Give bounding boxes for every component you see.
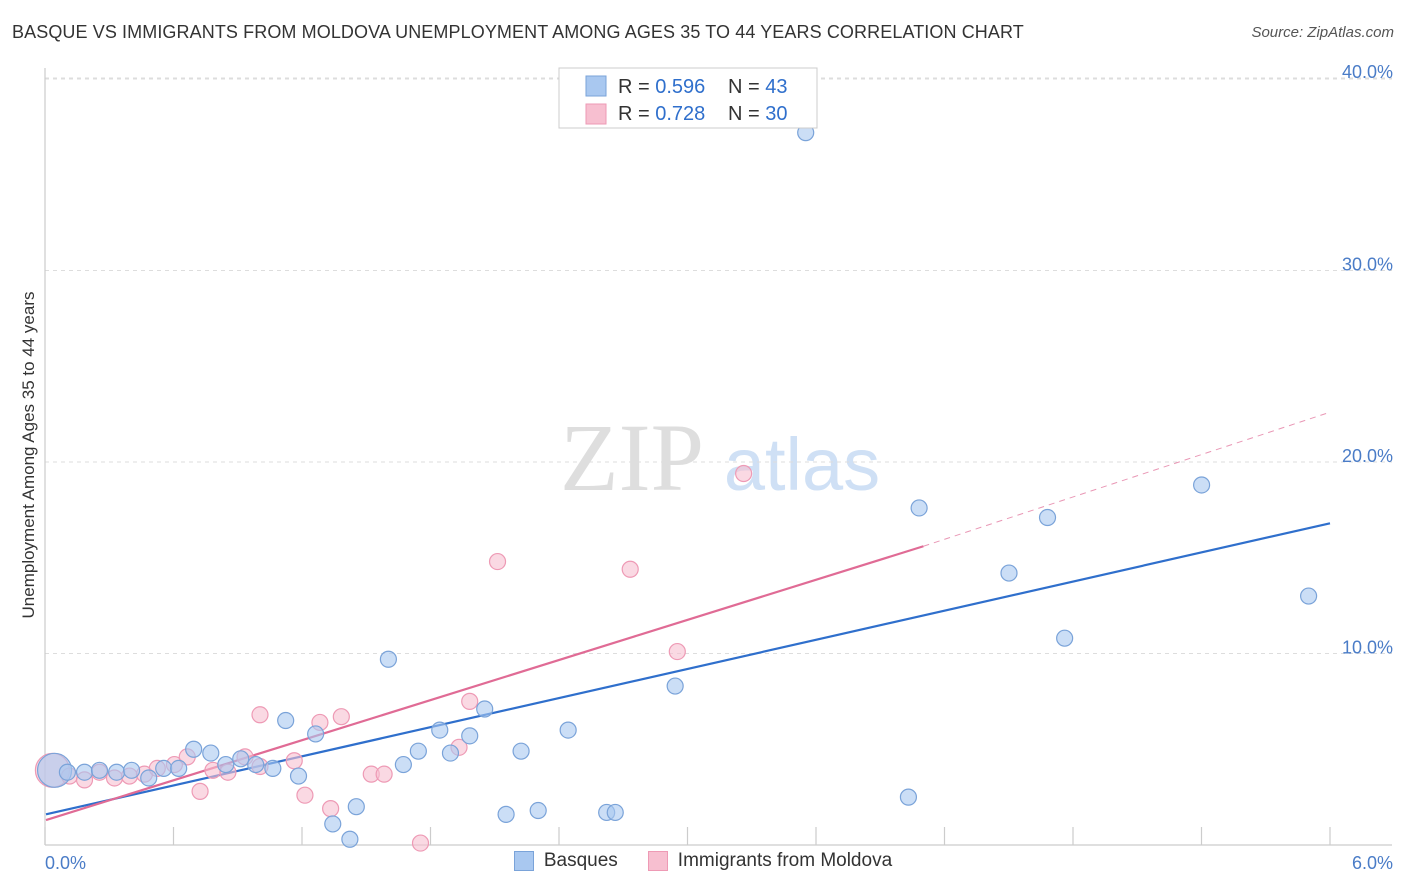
- basque-point: [441, 744, 460, 762]
- y-tick-label: 40.0%: [1342, 62, 1393, 82]
- n-value: 43: [765, 76, 787, 98]
- basque-point: [394, 755, 412, 774]
- legend-swatch-moldova: [647, 851, 668, 871]
- series-legend: Basques Immigrants from Moldova: [0, 850, 1406, 872]
- moldova-point: [251, 706, 269, 724]
- legend-item-moldova[interactable]: Immigrants from Moldova: [647, 850, 893, 872]
- moldova-point: [285, 752, 303, 770]
- moldova-point: [461, 692, 479, 710]
- r-label: R =: [618, 76, 655, 98]
- basque-point: [559, 721, 577, 739]
- basque-point: [409, 742, 427, 760]
- y-tick-label: 20.0%: [1342, 446, 1393, 466]
- basque-point: [185, 740, 203, 758]
- moldova-point: [322, 800, 340, 818]
- moldova-trend-extension: [923, 411, 1331, 547]
- stats-legend: R = 0.596 N = 43 R = 0.728 N = 30: [558, 67, 818, 129]
- basque-point: [899, 788, 918, 806]
- legend-label-moldova: Immigrants from Moldova: [677, 850, 893, 871]
- basque-point: [910, 499, 928, 517]
- basque-point: [606, 803, 624, 822]
- basque-point: [217, 755, 235, 774]
- basque-point: [232, 750, 250, 768]
- moldova-point: [332, 708, 350, 726]
- basque-point: [202, 744, 220, 762]
- chart-title: BASQUE VS IMMIGRANTS FROM MOLDOVA UNEMPL…: [12, 22, 1024, 42]
- stats-legend-row-basques: R = 0.596 N = 43: [618, 76, 788, 98]
- basque-point: [497, 805, 515, 823]
- legend-item-basques[interactable]: Basques: [513, 850, 618, 872]
- basque-point: [1000, 564, 1018, 582]
- basque-point: [1299, 587, 1318, 605]
- legend-label-basques: Basques: [543, 850, 618, 871]
- stats-legend-swatch-basques: [585, 75, 607, 97]
- y-tick-label: 30.0%: [1342, 255, 1393, 275]
- basque-point: [155, 759, 173, 778]
- n-label: N =: [728, 76, 765, 98]
- r-value: 0.596: [655, 76, 705, 98]
- moldova-point: [296, 786, 314, 804]
- basque-point: [247, 755, 265, 774]
- moldova-trend-line: [45, 545, 924, 822]
- stats-legend-swatch-moldova: [585, 103, 607, 125]
- basque-point: [140, 769, 158, 787]
- basque-point: [324, 815, 342, 833]
- r-label: R =: [618, 103, 655, 125]
- basque-point: [277, 711, 295, 730]
- point-layer: [34, 124, 1318, 852]
- y-axis-label: Unemployment Among Ages 35 to 44 years: [19, 292, 38, 619]
- basque-point: [461, 727, 479, 745]
- source-credit: Source: ZipAtlas.com: [1251, 24, 1394, 41]
- moldova-point: [191, 782, 209, 800]
- basque-point: [476, 700, 494, 718]
- legend-swatch-basques: [513, 851, 534, 871]
- basque-point: [1192, 476, 1211, 494]
- n-value: 30: [765, 103, 787, 125]
- moldova-point: [488, 552, 507, 571]
- moldova-point: [668, 642, 686, 661]
- basque-point: [529, 801, 547, 820]
- stats-legend-row-moldova: R = 0.728 N = 30: [618, 103, 788, 125]
- x-tick-label-min: 0.0%: [45, 853, 86, 873]
- label-layer: 10.0% 20.0% 30.0% 40.0% 0.0% 6.0% Unemployment…: [19, 62, 1393, 873]
- basque-point: [512, 742, 530, 760]
- moldova-point: [735, 464, 753, 483]
- moldova-point: [411, 834, 430, 852]
- axis-layer: [44, 68, 1392, 846]
- basque-point: [431, 721, 449, 739]
- y-tick-label: 10.0%: [1342, 638, 1393, 658]
- basque-point: [341, 830, 359, 848]
- basque-point: [170, 759, 188, 778]
- basque-point: [108, 763, 126, 781]
- x-tick-label-max: 6.0%: [1352, 853, 1393, 873]
- basque-point: [123, 761, 141, 779]
- basque-point: [666, 677, 684, 695]
- basque-point: [58, 763, 77, 781]
- grid-layer: [45, 77, 1392, 654]
- basque-trend-line: [45, 522, 1331, 816]
- basque-point: [1038, 508, 1057, 527]
- basque-point: [264, 759, 282, 778]
- basque-point: [75, 763, 94, 781]
- watermark-zip: ZIP: [560, 404, 704, 511]
- moldova-point: [375, 765, 393, 783]
- basque-point: [347, 798, 365, 816]
- moldova-point: [621, 560, 639, 578]
- basque-point: [90, 761, 109, 779]
- basque-point: [289, 767, 308, 785]
- watermark-atlas: atlas: [724, 423, 880, 506]
- r-value: 0.728: [655, 103, 705, 125]
- n-label: N =: [728, 103, 765, 125]
- basque-point: [379, 650, 397, 668]
- basque-point: [1056, 629, 1074, 647]
- basque-point: [307, 725, 325, 743]
